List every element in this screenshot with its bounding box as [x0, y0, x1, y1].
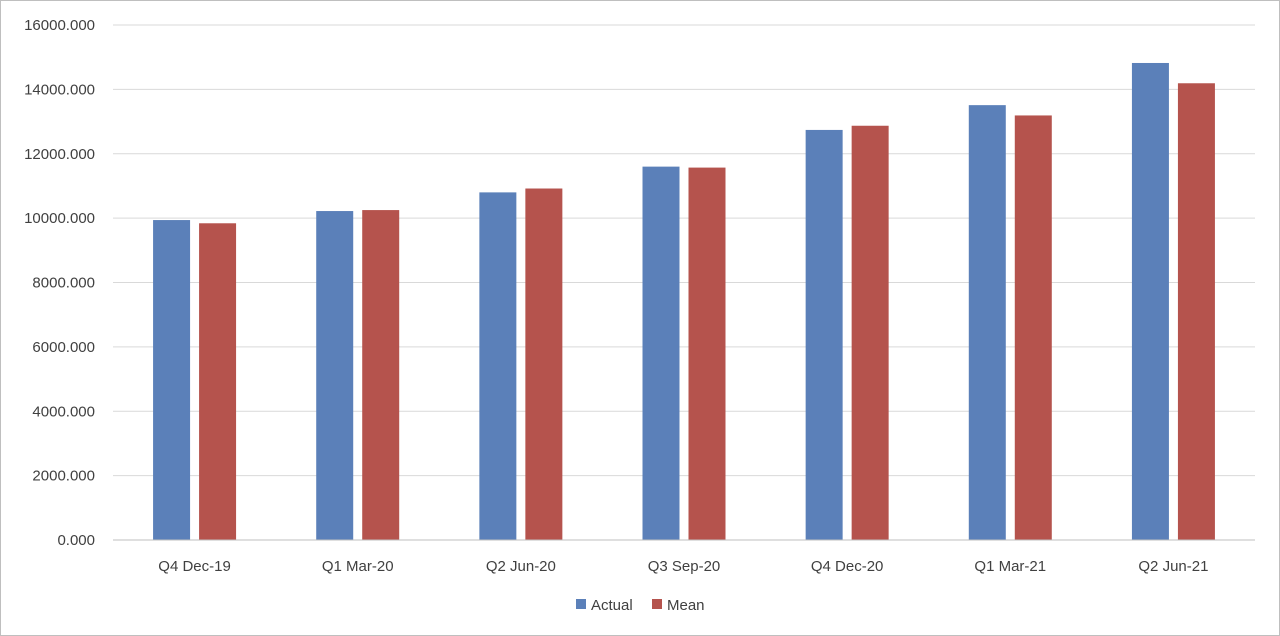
bar-actual [642, 166, 680, 540]
y-axis-tick-labels: 0.000 2000.000 4000.000 6000.000 8000.000 100… [24, 17, 95, 549]
bar-mean [688, 167, 726, 540]
y-tick-label: 4000.000 [32, 403, 95, 420]
bar-mean [1014, 115, 1052, 541]
y-tick-label: 14000.000 [24, 81, 95, 98]
legend-swatch-actual [576, 599, 586, 609]
x-tick-label: Q4 Dec-20 [811, 558, 884, 575]
bar-mean [362, 210, 400, 540]
bar-actual [805, 129, 843, 540]
y-tick-label: 12000.000 [24, 146, 95, 163]
x-axis-tick-labels: Q4 Dec-19 Q1 Mar-20 Q2 Jun-20 Q3 Sep-20 Q4 D… [158, 558, 1208, 575]
bar-mean [199, 223, 237, 540]
legend-label-mean: Mean [667, 597, 705, 614]
x-tick-label: Q1 Mar-20 [322, 558, 394, 575]
y-tick-label: 16000.000 [24, 17, 95, 34]
legend-label-actual: Actual [591, 597, 633, 614]
bar-actual [968, 105, 1006, 540]
bar-actual [479, 192, 517, 540]
y-tick-label: 8000.000 [32, 275, 95, 292]
bar-mean [525, 188, 563, 540]
bar-mean [851, 125, 889, 540]
legend: Actual Mean [576, 597, 705, 614]
gridlines [113, 24, 1255, 477]
bar-mean [1177, 83, 1215, 541]
x-tick-label: Q2 Jun-21 [1138, 558, 1208, 575]
x-tick-label: Q3 Sep-20 [648, 558, 721, 575]
bar-actual [1131, 62, 1169, 540]
legend-swatch-mean [652, 599, 662, 609]
y-tick-label: 2000.000 [32, 468, 95, 485]
y-tick-label: 6000.000 [32, 339, 95, 356]
bar-actual [153, 220, 191, 540]
x-tick-label: Q1 Mar-21 [974, 558, 1046, 575]
y-tick-label: 10000.000 [24, 210, 95, 227]
bar-actual [316, 211, 354, 540]
x-tick-label: Q2 Jun-20 [486, 558, 556, 575]
x-tick-label: Q4 Dec-19 [158, 558, 231, 575]
y-tick-label: 0.000 [57, 532, 95, 549]
bars [153, 62, 1215, 541]
